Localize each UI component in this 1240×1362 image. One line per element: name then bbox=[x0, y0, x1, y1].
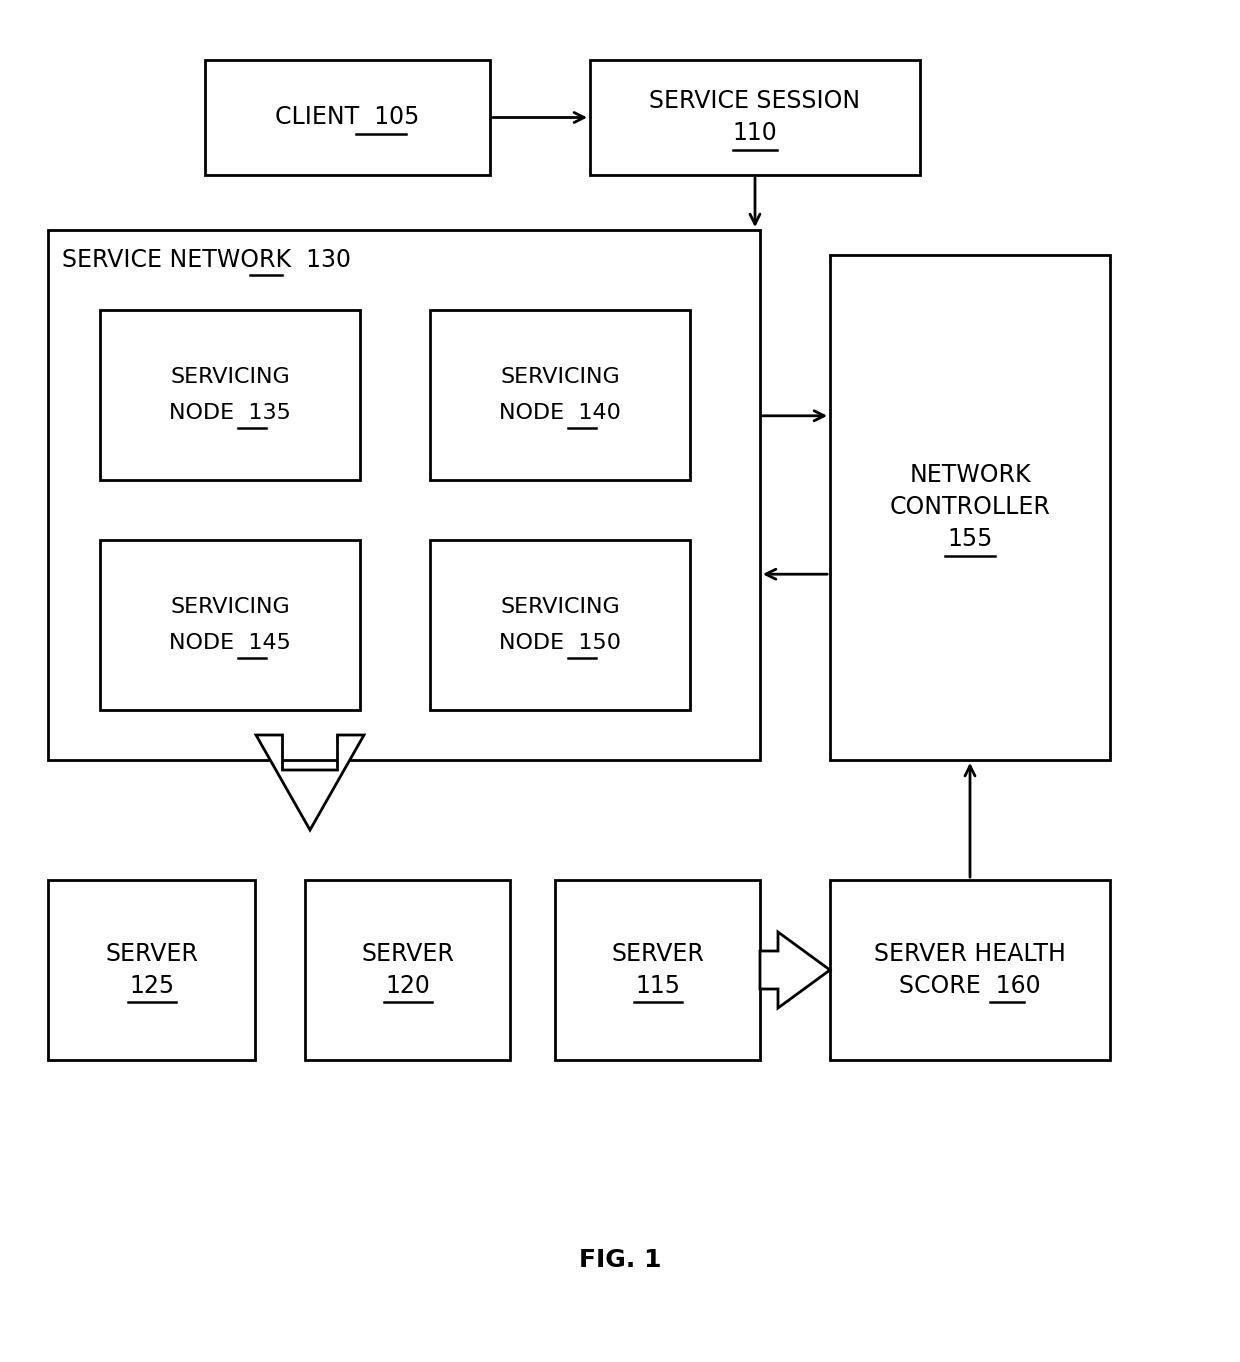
Text: SERVER: SERVER bbox=[611, 943, 704, 966]
Text: NODE  140: NODE 140 bbox=[498, 403, 621, 422]
Bar bbox=[48, 880, 255, 1060]
Polygon shape bbox=[255, 735, 365, 829]
Bar bbox=[305, 880, 510, 1060]
Bar bbox=[430, 311, 689, 479]
Text: SCORE  160: SCORE 160 bbox=[899, 974, 1040, 998]
Bar bbox=[830, 255, 1110, 760]
Bar bbox=[205, 60, 490, 174]
Text: 155: 155 bbox=[947, 527, 993, 552]
Bar bbox=[590, 60, 920, 174]
Text: 115: 115 bbox=[635, 974, 680, 998]
Text: 110: 110 bbox=[733, 121, 777, 146]
Bar bbox=[48, 230, 760, 760]
Text: SERVICE NETWORK  130: SERVICE NETWORK 130 bbox=[62, 248, 351, 272]
Bar bbox=[100, 311, 360, 479]
Text: SERVER HEALTH: SERVER HEALTH bbox=[874, 943, 1066, 966]
Text: NODE  135: NODE 135 bbox=[169, 403, 291, 422]
Text: NODE  150: NODE 150 bbox=[498, 632, 621, 652]
Text: 120: 120 bbox=[386, 974, 430, 998]
Text: NODE  145: NODE 145 bbox=[169, 632, 291, 652]
Text: SERVICING: SERVICING bbox=[500, 368, 620, 387]
Text: CONTROLLER: CONTROLLER bbox=[889, 496, 1050, 519]
Text: SERVICING: SERVICING bbox=[170, 598, 290, 617]
Text: SERVICE SESSION: SERVICE SESSION bbox=[650, 90, 861, 113]
Text: CLIENT  105: CLIENT 105 bbox=[275, 105, 419, 129]
Bar bbox=[100, 539, 360, 710]
Bar bbox=[430, 539, 689, 710]
Text: SERVER: SERVER bbox=[105, 943, 198, 966]
Bar bbox=[830, 880, 1110, 1060]
Text: 125: 125 bbox=[129, 974, 174, 998]
Text: NETWORK: NETWORK bbox=[909, 463, 1030, 488]
Text: SERVICING: SERVICING bbox=[500, 598, 620, 617]
Text: SERVICING: SERVICING bbox=[170, 368, 290, 387]
Text: FIG. 1: FIG. 1 bbox=[579, 1248, 661, 1272]
Bar bbox=[556, 880, 760, 1060]
Polygon shape bbox=[760, 932, 830, 1008]
Text: SERVER: SERVER bbox=[361, 943, 454, 966]
